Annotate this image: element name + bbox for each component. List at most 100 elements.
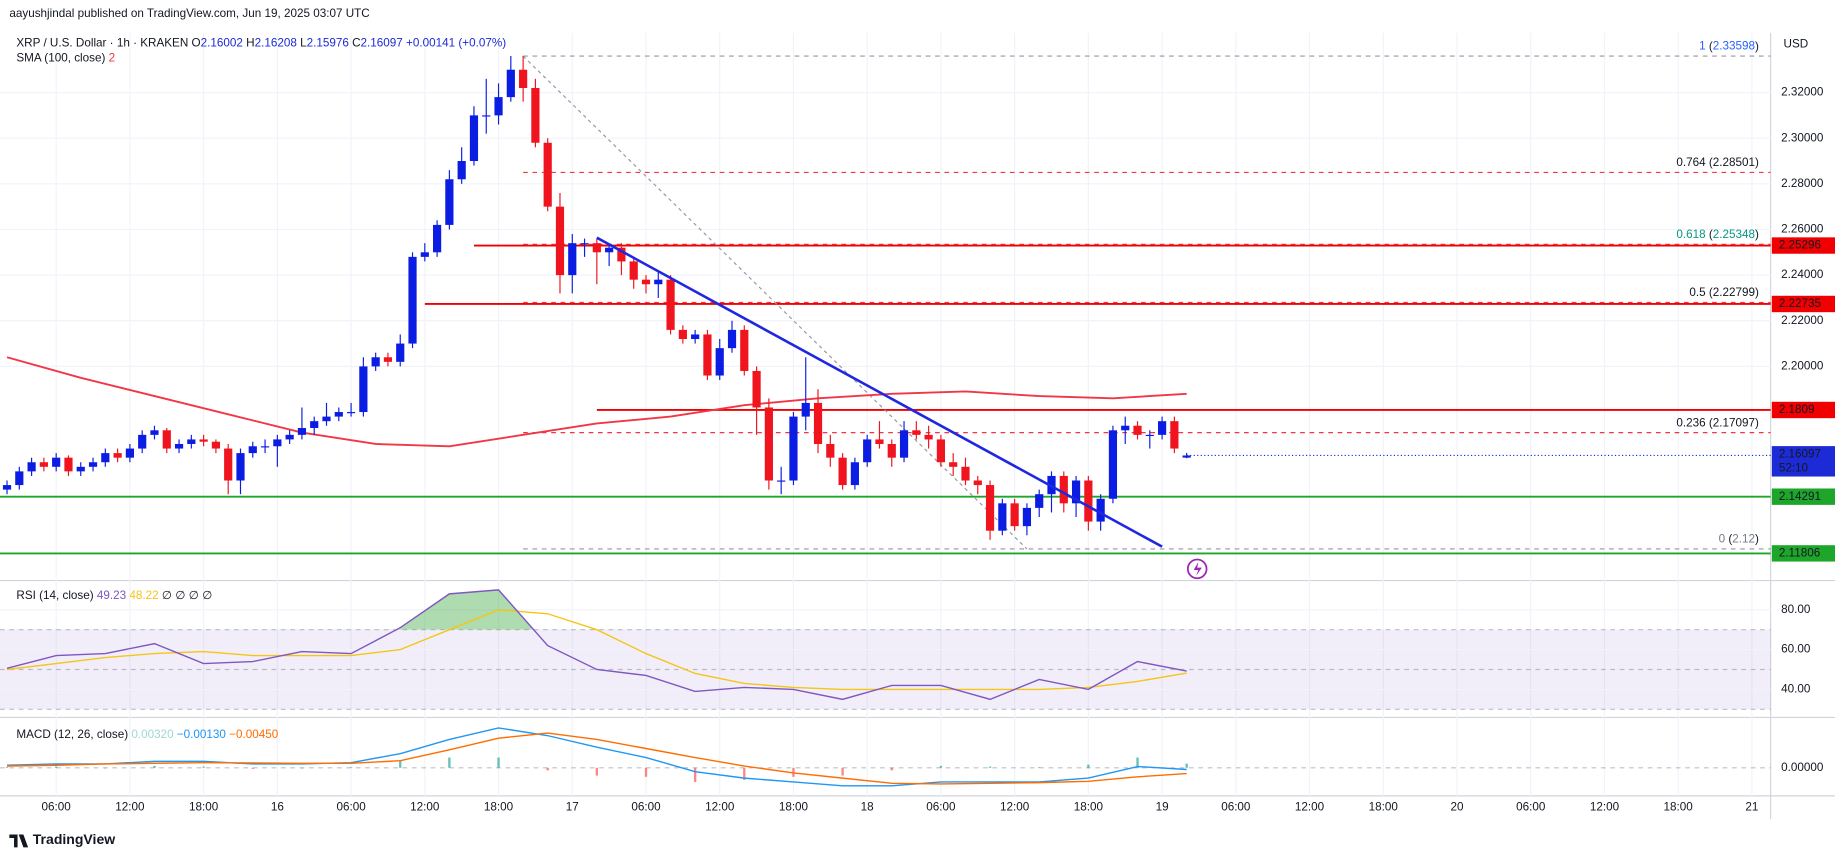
candle-body	[310, 421, 319, 429]
ohlc-prefix: O	[192, 36, 201, 49]
ohlc-value: 2.16002	[201, 36, 243, 49]
candle-body	[236, 453, 245, 481]
macd-histogram-bar	[841, 767, 844, 776]
candle-body	[408, 256, 417, 344]
candle-body	[1010, 503, 1019, 527]
y-tick-label: 2.20000	[1781, 359, 1824, 372]
ohlc-prefix: L	[300, 36, 307, 49]
macd-histogram-bar	[743, 767, 746, 780]
candle-body	[285, 434, 294, 440]
rsi-title: RSI (14, close)	[16, 589, 93, 602]
x-tick-label: 12:00	[705, 801, 735, 814]
candle-body	[469, 115, 479, 162]
x-tick-label: 06:00	[631, 801, 661, 814]
rsi-extra: ∅ ∅ ∅ ∅	[162, 589, 212, 602]
candle-body	[592, 243, 601, 253]
candle-body	[371, 357, 380, 367]
last-price-tag	[1771, 446, 1835, 477]
candle-body	[863, 439, 872, 463]
candle-body	[519, 69, 528, 88]
macd-histogram-bar	[1185, 763, 1188, 768]
candle-body	[998, 503, 1007, 531]
candle-body	[1145, 434, 1154, 437]
rsi-value: 48.22	[129, 589, 158, 602]
candle-body	[678, 329, 687, 340]
published-note: aayushjindal published on TradingView.co…	[9, 7, 369, 20]
candle-body	[580, 243, 589, 245]
macd-histogram-bar	[349, 767, 353, 768]
candle-body	[260, 446, 270, 448]
candle-body	[1157, 421, 1167, 435]
y-tick-label: 0.00000	[1781, 761, 1824, 774]
macd-value: −0.00450	[229, 728, 279, 741]
macd-histogram-bar	[693, 767, 697, 782]
macd-histogram-bar	[55, 766, 58, 768]
macd-histogram-bar	[153, 765, 156, 768]
candle-body	[1182, 455, 1191, 458]
last-price-label: 2.16097	[1779, 447, 1821, 460]
candle-body	[52, 457, 61, 467]
fib-label: 0.764 (2.28501)	[1676, 156, 1759, 169]
macd-histogram-bar	[644, 767, 648, 777]
replay-icon	[1186, 558, 1208, 580]
candle-body	[629, 261, 638, 280]
candle-body	[88, 462, 98, 467]
candle-body	[691, 334, 700, 340]
candle-body	[838, 457, 847, 486]
fib-ratio: 1	[1699, 40, 1706, 53]
candle-body	[985, 485, 995, 531]
candle-body	[899, 430, 909, 458]
fib-label: 0.236 (2.17097)	[1676, 416, 1759, 429]
fib-ratio: 0.764	[1676, 156, 1706, 169]
candle-body	[961, 466, 970, 481]
candle-body	[752, 370, 761, 408]
level-tag-label: 2.14291	[1779, 490, 1821, 503]
currency-label: USD	[1784, 38, 1809, 51]
candle-body	[789, 416, 798, 481]
countdown: 52:10	[1779, 461, 1809, 474]
histogram-value: 0.00320	[131, 728, 174, 741]
candle-body	[715, 348, 724, 376]
y-tick-label: 60.00	[1781, 643, 1811, 656]
candle-body	[654, 279, 663, 285]
x-tick-label: 12:00	[1000, 801, 1030, 814]
candle-body	[433, 224, 442, 253]
candle-body	[875, 439, 884, 444]
x-tick-label: 06:00	[926, 801, 956, 814]
macd-line	[7, 732, 1187, 785]
level-tag-label: 2.1809	[1779, 403, 1815, 416]
candle-body	[813, 402, 823, 444]
sma-line	[6, 356, 1187, 448]
x-tick-label: 18:00	[1369, 801, 1399, 814]
candle-body	[162, 430, 171, 449]
rsi-band	[0, 629, 1771, 710]
candle-body	[76, 466, 85, 472]
candle-body	[850, 462, 859, 486]
x-tick-label: 06:00	[42, 801, 72, 814]
macd-histogram-bar	[300, 767, 304, 769]
level-tag	[1771, 488, 1835, 505]
macd-histogram-bar	[399, 760, 402, 768]
candle-body	[174, 443, 184, 449]
candle-body	[1059, 475, 1068, 504]
macd-histogram-bar	[1038, 767, 1041, 768]
ohlc-prefix: H	[246, 36, 254, 49]
level-tag	[1771, 401, 1835, 419]
candle-body	[420, 252, 429, 257]
candle-body	[187, 439, 196, 444]
candle-body	[346, 412, 356, 414]
change-pct: (+0.07%)	[458, 36, 506, 49]
candle-body	[936, 439, 946, 463]
fib-label: 1 (2.33598)	[1699, 40, 1759, 53]
ohlc-value: 2.16208	[255, 36, 297, 49]
candle-body	[764, 407, 773, 481]
candle-body	[555, 206, 565, 276]
candle-body	[1096, 498, 1105, 522]
symbol-legend: XRP / U.S. Dollar · 1h · KRAKEN O2.16002…	[16, 36, 506, 49]
fib-diagonal	[522, 55, 1028, 550]
candle-body	[113, 453, 122, 458]
candle-body	[445, 179, 454, 225]
macd-histogram-bar	[497, 757, 500, 768]
x-tick-label: 18:00	[484, 801, 514, 814]
macd-histogram-bar	[448, 757, 451, 768]
